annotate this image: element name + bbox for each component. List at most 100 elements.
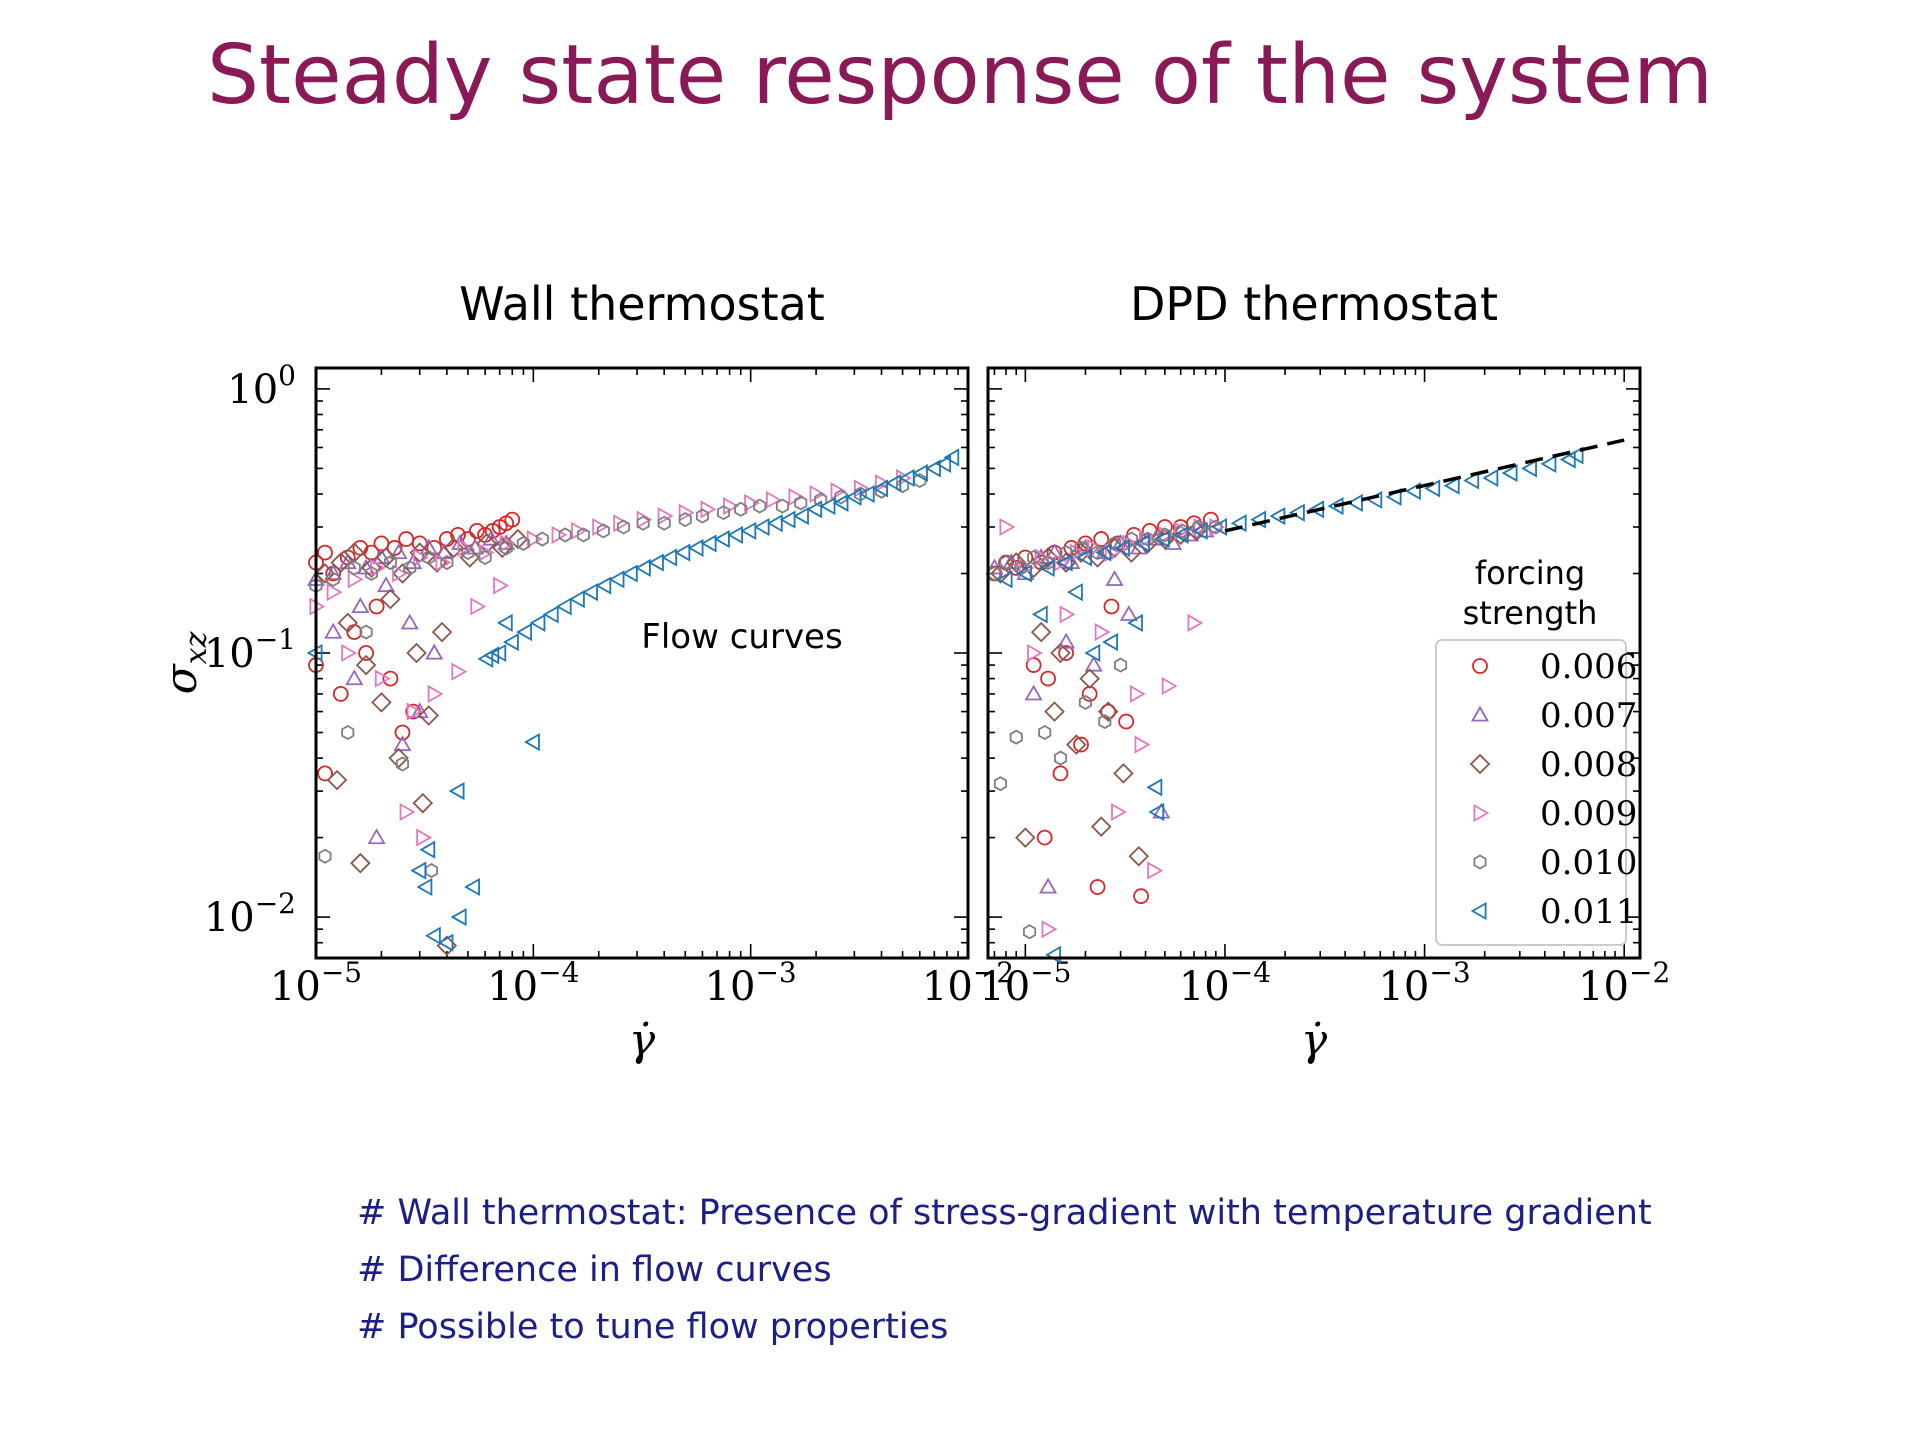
- data-point: [582, 583, 598, 602]
- data-point: [858, 484, 875, 504]
- data-point: [386, 540, 403, 556]
- data-point: [1114, 538, 1130, 557]
- data-point: [1031, 605, 1048, 624]
- data-point: [1102, 633, 1118, 652]
- data-point: [318, 848, 332, 864]
- data-point: [412, 792, 434, 814]
- data-point: [1105, 570, 1124, 586]
- data-point: [382, 670, 399, 687]
- data-point: [376, 576, 396, 593]
- data-point: [634, 558, 651, 577]
- data-point: [400, 613, 419, 630]
- data-point: [996, 570, 1013, 589]
- data-point: [1147, 861, 1164, 880]
- data-point: [424, 863, 439, 879]
- data-point: [346, 624, 363, 640]
- x-tick-label: 10−5: [270, 956, 362, 1010]
- data-point: [716, 505, 731, 521]
- data-point: [700, 534, 717, 553]
- x-axis-label: γ̇: [1301, 1015, 1328, 1066]
- data-point: [393, 735, 412, 752]
- data-point: [674, 543, 691, 562]
- slide-title: Steady state response of the system: [206, 28, 1714, 123]
- data-points: [306, 448, 960, 956]
- legend-label: 0.008: [1540, 745, 1637, 785]
- data-point: [504, 511, 521, 528]
- data-point: [1146, 778, 1163, 797]
- data-point: [990, 563, 1011, 584]
- data-point: [317, 765, 333, 782]
- data-point: [419, 840, 436, 859]
- data-point: [592, 517, 609, 537]
- data-points: [985, 446, 1584, 964]
- data-point: [1103, 598, 1120, 615]
- data-point: [427, 684, 444, 703]
- data-point: [542, 605, 559, 624]
- x-tick-label: 10−4: [1179, 956, 1271, 1010]
- data-point: [1482, 468, 1499, 488]
- data-point: [555, 597, 572, 616]
- data-point: [1038, 724, 1052, 741]
- data-point: [1039, 877, 1058, 894]
- data-point: [1501, 464, 1518, 483]
- data-point: [1108, 535, 1122, 551]
- data-point: [1084, 643, 1101, 663]
- data-point: [450, 908, 467, 927]
- data-point: [925, 459, 941, 478]
- data-point: [478, 549, 492, 566]
- data-point: [457, 538, 474, 557]
- data-point: [1079, 668, 1100, 689]
- data-point: [332, 686, 349, 702]
- data-point: [657, 515, 671, 531]
- data-point: [872, 479, 889, 498]
- y-axis-label: σxz: [156, 631, 214, 694]
- data-point: [1027, 643, 1043, 663]
- data-point: [1327, 497, 1344, 516]
- data-point: [341, 724, 355, 741]
- data-point: [1066, 583, 1083, 602]
- data-point: [779, 510, 796, 529]
- data-point: [1094, 623, 1111, 642]
- legend-label: 0.010: [1540, 843, 1637, 883]
- data-point: [1366, 490, 1383, 509]
- data-point: [1059, 605, 1076, 624]
- data-point: [502, 633, 519, 652]
- data-point: [568, 590, 585, 609]
- data-point: [469, 522, 485, 539]
- data-point: [794, 495, 808, 511]
- data-point: [448, 782, 465, 801]
- data-point: [1193, 517, 1210, 537]
- data-point: [416, 828, 433, 847]
- data-point: [576, 527, 590, 543]
- data-point: [1187, 613, 1204, 632]
- data-point: [1030, 621, 1052, 643]
- data-point: [470, 597, 487, 616]
- data-point: [1053, 553, 1070, 572]
- series-0.009: [309, 468, 912, 847]
- data-point: [1148, 802, 1165, 822]
- data-point: [1124, 531, 1138, 547]
- data-point: [1066, 734, 1087, 755]
- x-tick-label: 10−3: [705, 956, 797, 1010]
- note-line-3: # Possible to tune flow properties: [357, 1307, 949, 1347]
- data-point: [1095, 543, 1112, 562]
- data-point: [464, 877, 480, 897]
- data-point: [497, 534, 516, 550]
- data-point: [636, 515, 650, 531]
- data-point: [1038, 558, 1055, 577]
- data-point: [657, 507, 674, 526]
- data-point: [1087, 538, 1104, 557]
- slide-notes: # Wall thermostat: Presence of stress-gr…: [357, 1185, 1757, 1356]
- data-point: [355, 654, 377, 676]
- data-point: [496, 613, 513, 632]
- data-point: [371, 692, 392, 713]
- data-point: [1521, 459, 1537, 478]
- data-point: [1127, 613, 1143, 632]
- data-point: [1111, 802, 1127, 822]
- y-tick-label: 100: [227, 359, 296, 413]
- legend-marker: [1472, 658, 1488, 674]
- legend-marker: [1470, 705, 1490, 722]
- data-point: [1023, 924, 1037, 940]
- data-point: [1015, 827, 1036, 848]
- data-point: [1559, 450, 1576, 469]
